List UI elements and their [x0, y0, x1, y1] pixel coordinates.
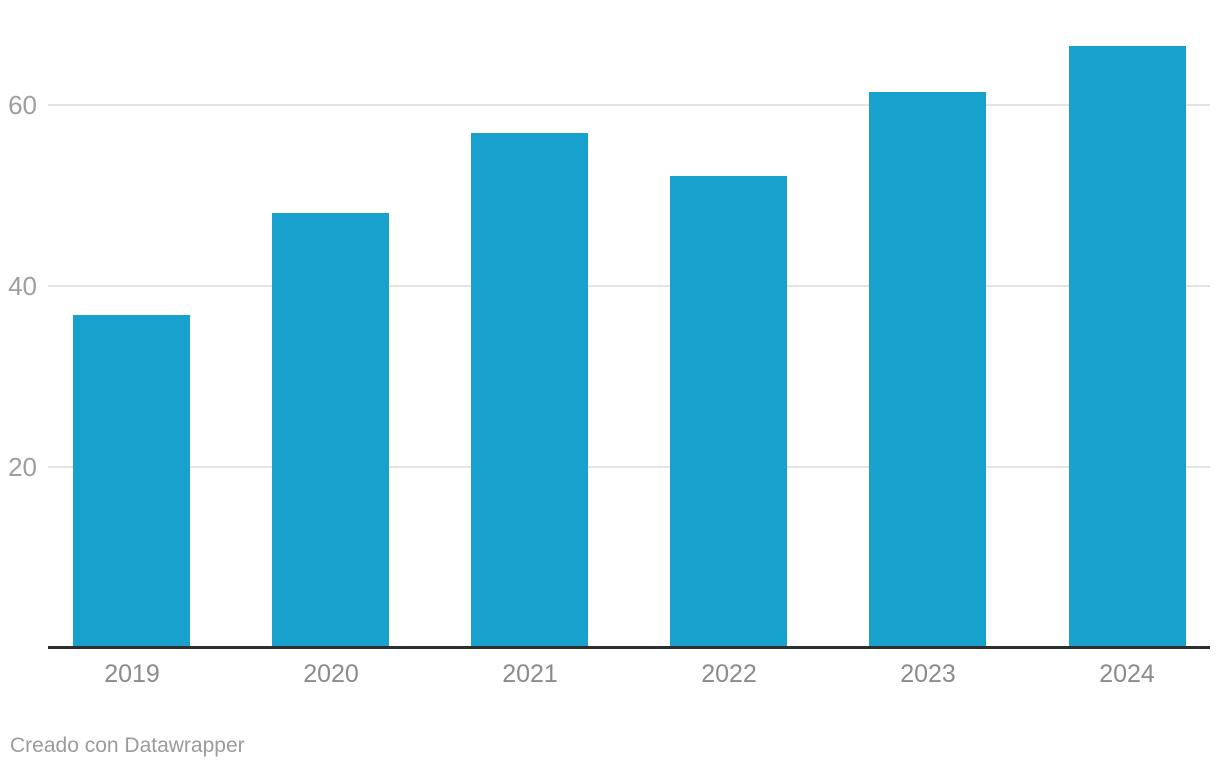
x-tick-label: 2024	[1099, 660, 1155, 688]
x-tick-label: 2020	[303, 660, 359, 688]
y-gridline	[48, 284, 1210, 287]
x-tick-label: 2021	[502, 660, 558, 688]
y-tick-label: 60	[8, 89, 37, 120]
bar-2024	[1069, 45, 1186, 648]
x-tick-label: 2019	[104, 660, 160, 688]
bar-2019	[73, 315, 190, 648]
y-gridline	[48, 103, 1210, 106]
attribution-link[interactable]: Creado con Datawrapper	[10, 734, 245, 757]
bar-2020	[272, 213, 389, 648]
y-tick-label: 40	[8, 270, 37, 301]
x-tick-label: 2023	[900, 660, 956, 688]
x-tick-label: 2022	[701, 660, 757, 688]
bar-2022	[670, 175, 787, 648]
y-gridline	[48, 465, 1210, 468]
y-tick-label: 20	[8, 451, 37, 482]
bar-2023	[869, 91, 986, 648]
bar-2021	[471, 133, 588, 648]
x-axis-line	[48, 645, 1210, 649]
